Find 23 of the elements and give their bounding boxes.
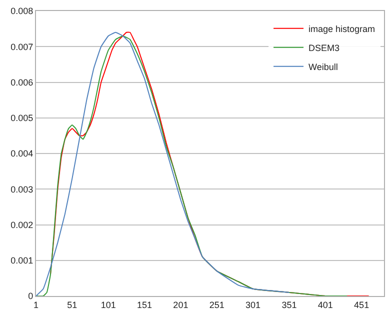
x-tick-label: 151 — [137, 300, 152, 310]
legend-label: image histogram — [308, 24, 376, 34]
y-tick-label: 0.008 — [10, 6, 34, 16]
y-tick-label: 0.001 — [10, 256, 34, 266]
y-tick-label: 0 — [28, 291, 34, 302]
x-tick-label: 251 — [209, 300, 224, 310]
y-tick-label: 0.002 — [10, 220, 34, 230]
y-tick-label: 0.003 — [10, 184, 34, 194]
y-tick-label: 0.007 — [10, 42, 34, 52]
x-tick-label: 301 — [246, 300, 261, 310]
x-tick-label: 201 — [173, 300, 188, 310]
x-tick-label: 401 — [318, 300, 333, 310]
legend-label: Weibull — [308, 62, 338, 72]
x-tick-label: 1 — [33, 300, 39, 310]
x-tick-label: 451 — [354, 300, 370, 310]
x-tick-label: 101 — [100, 300, 116, 310]
line-series — [36, 32, 290, 296]
y-tick-label: 0.005 — [10, 113, 34, 124]
x-tick-label: 51 — [67, 300, 78, 310]
y-tick-label: 0.004 — [10, 148, 34, 159]
y-tick-label: 0.006 — [10, 77, 34, 88]
legend-label: DSEM3 — [308, 42, 340, 53]
x-tick-label: 351 — [282, 300, 297, 310]
